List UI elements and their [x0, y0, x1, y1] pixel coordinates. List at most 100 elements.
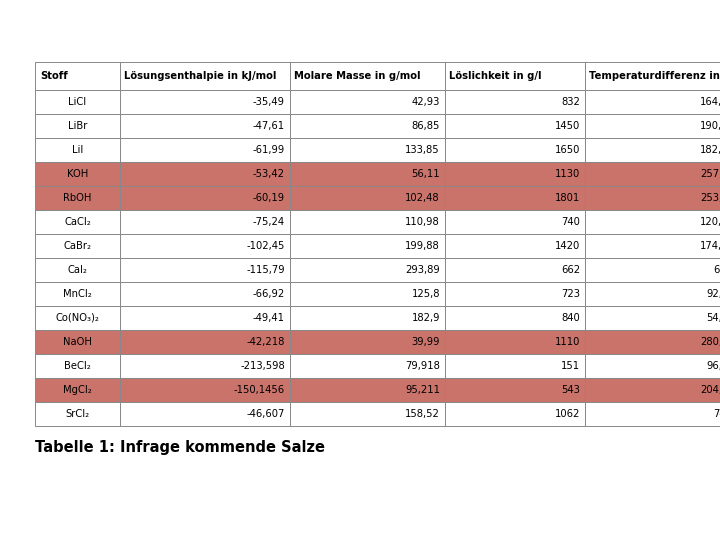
Text: BeCl₂: BeCl₂: [64, 361, 91, 371]
Text: Stoff: Stoff: [40, 71, 68, 81]
Bar: [585, 114, 720, 138]
Bar: [290, 234, 445, 258]
Text: -47,61: -47,61: [253, 121, 285, 131]
Text: -42,218: -42,218: [247, 337, 285, 347]
Bar: [120, 378, 290, 402]
Text: 199,88: 199,88: [405, 241, 440, 251]
Text: 95,211: 95,211: [405, 385, 440, 395]
Bar: [445, 378, 585, 402]
Bar: [120, 162, 290, 186]
Text: 832: 832: [561, 97, 580, 107]
Text: 102,48: 102,48: [405, 193, 440, 203]
Bar: [585, 210, 720, 234]
Bar: [120, 114, 290, 138]
Text: Co(NO₃)₂: Co(NO₃)₂: [55, 313, 99, 323]
Bar: [290, 90, 445, 114]
Bar: [120, 62, 290, 90]
Bar: [35, 282, 120, 306]
Text: 133,85: 133,85: [405, 145, 440, 155]
Bar: [120, 258, 290, 282]
Bar: [585, 162, 720, 186]
Text: 92,01: 92,01: [706, 289, 720, 299]
Text: 56,11: 56,11: [411, 169, 440, 179]
Bar: [35, 138, 120, 162]
Bar: [35, 210, 120, 234]
Bar: [290, 282, 445, 306]
Bar: [445, 62, 585, 90]
Text: 723: 723: [561, 289, 580, 299]
Bar: [120, 90, 290, 114]
Text: 182,81: 182,81: [701, 145, 720, 155]
Text: -115,79: -115,79: [246, 265, 285, 275]
Bar: [120, 186, 290, 210]
Text: 190,16: 190,16: [700, 121, 720, 131]
Bar: [35, 162, 120, 186]
Text: 662: 662: [561, 265, 580, 275]
Text: 79,918: 79,918: [405, 361, 440, 371]
Bar: [290, 62, 445, 90]
Text: 253,07: 253,07: [701, 193, 720, 203]
Bar: [120, 282, 290, 306]
Text: Tabelle 1: Infrage kommende Salze: Tabelle 1: Infrage kommende Salze: [35, 440, 325, 455]
Bar: [445, 258, 585, 282]
Text: 151: 151: [561, 361, 580, 371]
Text: 1110: 1110: [554, 337, 580, 347]
Bar: [35, 186, 120, 210]
Text: -49,41: -49,41: [253, 313, 285, 323]
Bar: [445, 210, 585, 234]
Text: 39,99: 39,99: [412, 337, 440, 347]
Bar: [445, 138, 585, 162]
Bar: [585, 138, 720, 162]
Text: 164,54: 164,54: [701, 97, 720, 107]
Bar: [120, 330, 290, 354]
Bar: [445, 282, 585, 306]
Bar: [290, 306, 445, 330]
Text: SrCl₂: SrCl₂: [66, 409, 89, 419]
Text: 158,52: 158,52: [405, 409, 440, 419]
Bar: [445, 402, 585, 426]
Text: LiI: LiI: [72, 145, 83, 155]
Bar: [445, 306, 585, 330]
Bar: [445, 354, 585, 378]
Text: 204,86: 204,86: [701, 385, 720, 395]
Text: CaBr₂: CaBr₂: [63, 241, 91, 251]
Bar: [585, 378, 720, 402]
Bar: [35, 234, 120, 258]
Text: 42,93: 42,93: [412, 97, 440, 107]
Bar: [585, 234, 720, 258]
Bar: [35, 306, 120, 330]
Text: -66,92: -66,92: [253, 289, 285, 299]
Bar: [290, 402, 445, 426]
Bar: [35, 90, 120, 114]
Bar: [585, 186, 720, 210]
Text: RbOH: RbOH: [63, 193, 91, 203]
Text: 110,98: 110,98: [405, 217, 440, 227]
Text: -61,99: -61,99: [253, 145, 285, 155]
Text: 740: 740: [561, 217, 580, 227]
Bar: [35, 354, 120, 378]
Text: Löslichkeit in g/l: Löslichkeit in g/l: [449, 71, 541, 81]
Text: CaCl₂: CaCl₂: [64, 217, 91, 227]
Text: 182,9: 182,9: [412, 313, 440, 323]
Bar: [585, 330, 720, 354]
Text: -35,49: -35,49: [253, 97, 285, 107]
Text: 1650: 1650: [554, 145, 580, 155]
Bar: [120, 138, 290, 162]
Text: -102,45: -102,45: [247, 241, 285, 251]
Text: NaOH: NaOH: [63, 337, 92, 347]
Text: 543: 543: [561, 385, 580, 395]
Bar: [120, 402, 290, 426]
Bar: [35, 258, 120, 282]
Text: 1062: 1062: [554, 409, 580, 419]
Bar: [290, 138, 445, 162]
Bar: [120, 234, 290, 258]
Text: LiBr: LiBr: [68, 121, 87, 131]
Bar: [585, 306, 720, 330]
Text: 86,85: 86,85: [412, 121, 440, 131]
Bar: [290, 354, 445, 378]
Text: Temperaturdifferenz in K: Temperaturdifferenz in K: [589, 71, 720, 81]
Text: -60,19: -60,19: [253, 193, 285, 203]
Bar: [585, 282, 720, 306]
Bar: [290, 162, 445, 186]
Bar: [290, 378, 445, 402]
